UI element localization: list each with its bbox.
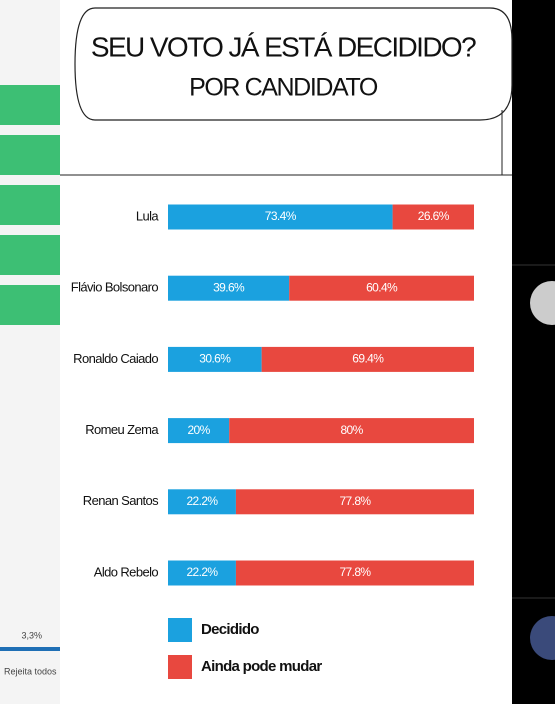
value-label: 26.6% <box>418 209 450 223</box>
bar-segment <box>168 560 236 586</box>
value-label: 22.2% <box>186 494 218 508</box>
value-label: 20% <box>187 423 210 437</box>
category-label: Renan Santos <box>83 493 159 508</box>
legend-label: Decidido <box>201 621 259 638</box>
bar-segment <box>392 204 474 230</box>
category-label: Lula <box>136 208 160 223</box>
category-label: Flávio Bolsonaro <box>71 280 159 295</box>
side-bar <box>0 135 60 175</box>
side-bar <box>0 235 60 275</box>
legend-label: Ainda pode mudar <box>201 658 322 675</box>
category-label: Aldo Rebelo <box>94 564 159 579</box>
side-bar <box>0 647 60 651</box>
value-label: 77.8% <box>339 494 371 508</box>
bar-segment <box>261 346 474 372</box>
value-label: 73.4% <box>265 209 297 223</box>
side-bar <box>0 285 60 325</box>
avatar[interactable] <box>530 616 555 660</box>
bar-segment <box>235 560 474 586</box>
legend-swatch <box>168 618 192 642</box>
legend-swatch <box>168 655 192 679</box>
bar-segment <box>168 275 290 301</box>
bar-segment <box>168 346 262 372</box>
title-box <box>74 7 513 121</box>
value-label: 39.6% <box>213 280 245 294</box>
value-label: 60.4% <box>366 280 398 294</box>
category-label: Ronaldo Caiado <box>73 351 158 366</box>
side-bar <box>0 185 60 225</box>
chart-subtitle: POR CANDIDATO <box>189 74 378 102</box>
right-panel <box>512 0 555 704</box>
chart-title: SEU VOTO JÁ ESTÁ DECIDIDO? <box>91 31 476 62</box>
bar-segment <box>168 489 236 515</box>
bar-segment <box>235 489 474 515</box>
side-label: Rejeita todos <box>4 666 57 676</box>
bar-segment <box>289 275 474 301</box>
side-value: 3,3% <box>21 630 42 640</box>
category-label: Romeu Zema <box>85 422 159 437</box>
bar-segment <box>229 418 474 444</box>
value-label: 80% <box>340 423 363 437</box>
value-label: 69.4% <box>352 352 384 366</box>
side-bar <box>0 85 60 125</box>
value-label: 30.6% <box>199 352 231 366</box>
value-label: 77.8% <box>339 565 371 579</box>
avatar[interactable] <box>530 281 555 325</box>
value-label: 22.2% <box>186 565 218 579</box>
bar-segment <box>168 204 393 230</box>
bar-segment <box>168 418 230 444</box>
